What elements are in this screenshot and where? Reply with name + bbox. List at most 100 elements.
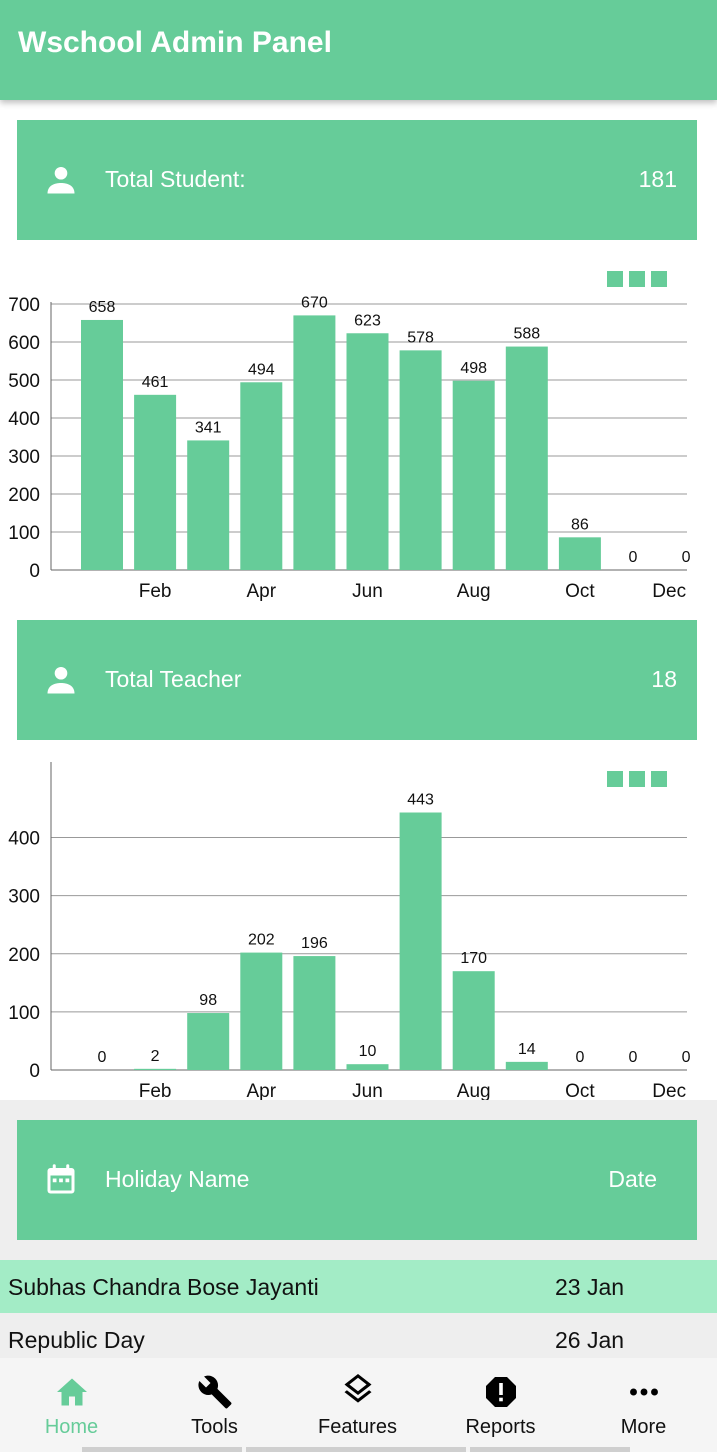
total-teacher-card[interactable]: Total Teacher 18 (17, 620, 697, 740)
total-teacher-label: Total Teacher (105, 666, 242, 692)
bar (240, 952, 283, 1070)
x-tick-label: Aug (457, 581, 491, 602)
nav-features-label: Features (318, 1416, 397, 1438)
data-label: 658 (89, 299, 116, 316)
x-tick-label: Oct (565, 1081, 595, 1102)
nav-features[interactable]: Features (286, 1358, 429, 1452)
bar (187, 440, 230, 570)
holiday-header-card: Holiday Name Date (17, 1120, 697, 1240)
legend-swatch (651, 771, 667, 787)
legend-swatch (607, 271, 623, 287)
legend-swatch (607, 771, 623, 787)
y-tick-label: 700 (8, 295, 40, 316)
bar (505, 1061, 548, 1070)
x-tick-label: Jun (352, 1081, 383, 1102)
bar (558, 537, 601, 570)
y-tick-label: 400 (8, 829, 40, 850)
nav-indicator (246, 1447, 466, 1452)
bar (399, 812, 442, 1070)
bottom-navigation: Home Tools Features Reports More (0, 1358, 717, 1452)
holiday-row[interactable]: Subhas Chandra Bose Jayanti 23 Jan (0, 1260, 717, 1313)
student-bar-chart: 0 100 200 300 400 500 600 700 658 461 341 494 670 623… (0, 262, 717, 607)
bar (346, 333, 389, 570)
nav-indicator (470, 1447, 630, 1452)
nav-home-label: Home (44, 1416, 99, 1438)
holiday-name: Subhas Chandra Bose Jayanti (8, 1274, 319, 1300)
y-tick-label: 400 (8, 409, 40, 430)
app-bar: Wschool Admin Panel (0, 0, 717, 100)
y-tick-label: 600 (8, 333, 40, 354)
bar (240, 382, 283, 570)
holiday-date: 26 Jan (555, 1327, 625, 1353)
x-tick-label: Jun (352, 581, 383, 602)
total-student-label: Total Student: (105, 166, 246, 192)
y-tick-label: 100 (8, 523, 40, 544)
bar (293, 315, 336, 570)
data-label: 0 (98, 1049, 107, 1066)
data-label: 14 (518, 1041, 536, 1058)
y-tick-label: 0 (29, 1061, 40, 1082)
bar (452, 971, 495, 1070)
teacher-bar-chart: 0 100 200 300 400 0 2 98 202 196 10 443 170 14 0 0 0 Feb A… (0, 762, 717, 1102)
data-label: 670 (301, 294, 328, 311)
data-label: 588 (513, 326, 540, 343)
x-tick-label: Aug (457, 1081, 491, 1102)
bar (187, 1013, 230, 1070)
person-icon (47, 666, 75, 694)
data-label: 86 (571, 516, 589, 533)
nav-tools[interactable]: Tools (143, 1358, 286, 1452)
x-tick-label: Oct (565, 581, 595, 602)
data-label: 2 (151, 1048, 160, 1065)
home-icon (56, 1378, 87, 1406)
data-label: 461 (142, 374, 169, 391)
total-teacher-value: 18 (651, 666, 677, 692)
bar (293, 956, 336, 1070)
x-tick-label: Apr (247, 581, 277, 602)
data-label: 578 (407, 329, 434, 346)
y-tick-label: 200 (8, 485, 40, 506)
holiday-row[interactable]: Republic Day 26 Jan (0, 1313, 717, 1366)
data-label: 170 (460, 950, 487, 967)
data-label: 196 (301, 935, 328, 952)
x-tick-label: Dec (652, 1081, 686, 1102)
bar (399, 350, 442, 570)
nav-reports-label: Reports (465, 1416, 536, 1438)
nav-reports[interactable]: Reports (429, 1358, 572, 1452)
nav-indicator (82, 1447, 242, 1452)
wrench-icon (197, 1375, 231, 1409)
x-tick-label: Apr (247, 1081, 277, 1102)
layers-icon (344, 1374, 371, 1403)
legend-swatch (651, 271, 667, 287)
y-tick-label: 300 (8, 447, 40, 468)
y-tick-label: 100 (8, 1003, 40, 1024)
bar (134, 394, 177, 570)
nav-home[interactable]: Home (0, 1358, 143, 1452)
app-title: Wschool Admin Panel (18, 26, 332, 59)
data-label: 0 (682, 549, 691, 566)
data-label: 498 (460, 360, 487, 377)
bar (81, 319, 123, 570)
data-label: 494 (248, 361, 275, 378)
legend-swatch (629, 771, 645, 787)
data-label: 0 (629, 1049, 638, 1066)
holiday-date-header: Date (608, 1166, 657, 1192)
data-label: 341 (195, 419, 222, 436)
data-label: 0 (629, 549, 638, 566)
data-label: 623 (354, 312, 381, 329)
y-tick-label: 200 (8, 945, 40, 966)
total-student-value: 181 (638, 166, 677, 192)
more-icon (629, 1388, 658, 1396)
total-student-card[interactable]: Total Student: 181 (17, 120, 697, 240)
y-tick-label: 500 (8, 371, 40, 392)
bar (452, 380, 495, 570)
calendar-icon (47, 1164, 75, 1194)
data-label: 443 (407, 792, 434, 809)
holiday-name-header: Holiday Name (105, 1166, 250, 1192)
nav-more[interactable]: More (572, 1358, 715, 1452)
person-icon (47, 166, 75, 194)
data-label: 0 (575, 1049, 584, 1066)
data-label: 10 (359, 1043, 377, 1060)
bar (505, 346, 548, 570)
data-label: 202 (248, 932, 275, 949)
nav-tools-label: Tools (191, 1416, 238, 1438)
